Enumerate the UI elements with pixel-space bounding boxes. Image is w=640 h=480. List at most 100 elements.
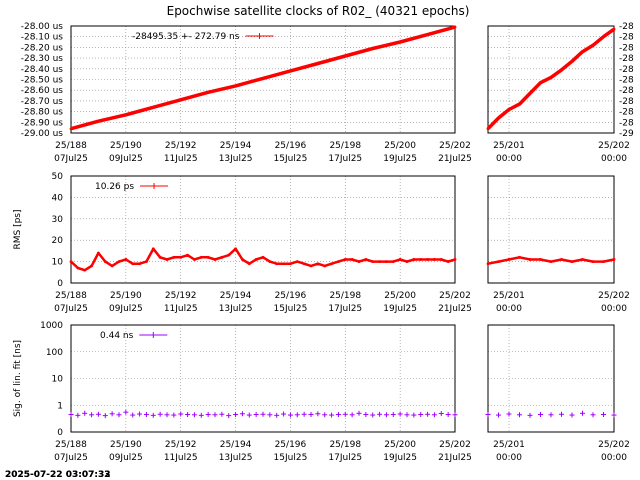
data-point <box>398 258 402 261</box>
data-point <box>581 50 584 54</box>
x-tick-sublabel: 09Jul25 <box>109 304 143 314</box>
data-point <box>612 27 616 31</box>
y-tick-label: 1000 <box>40 321 63 331</box>
data-point <box>138 262 141 266</box>
data-point <box>426 33 429 36</box>
data-point <box>398 40 402 44</box>
data-point <box>549 260 553 263</box>
x-tick-label: 25/202 <box>439 141 471 151</box>
data-point <box>496 412 501 418</box>
data-point <box>580 410 585 416</box>
x-tick-label: 25/200 <box>384 141 416 151</box>
x-tick-label: 25/202 <box>598 141 630 151</box>
data-point <box>316 62 320 65</box>
data-point <box>241 258 244 261</box>
data-point <box>570 59 574 63</box>
data-point <box>157 411 163 417</box>
x-tick-label: 25/200 <box>384 291 416 301</box>
data-point <box>268 260 272 263</box>
x-tick-sublabel: 07Jul25 <box>54 304 88 314</box>
data-point <box>165 258 169 261</box>
data-point <box>198 412 204 418</box>
panel-sig-zoom: 25/201 00:00 25/202 00:00 <box>485 324 630 463</box>
data-point <box>528 92 532 95</box>
data-point <box>602 35 605 39</box>
x-tick-label: 25/202 <box>598 291 630 301</box>
data-point <box>590 412 596 418</box>
data-point <box>281 411 287 417</box>
plot-frame <box>487 324 615 433</box>
data-point <box>179 255 183 259</box>
data-point <box>226 413 232 419</box>
data-point <box>301 411 307 417</box>
data-point <box>527 412 533 418</box>
panel-rms-main: 25/188 07Jul25 25/190 09Jul25 25/192 11Jul25 2… <box>13 172 472 314</box>
data-point <box>199 255 203 259</box>
data-point <box>89 412 95 418</box>
y-tick-label: 10 <box>52 375 64 385</box>
x-tick-label: 25/192 <box>165 141 197 151</box>
data-point <box>145 260 148 263</box>
data-point <box>227 253 231 257</box>
series-line <box>486 27 616 130</box>
x-tick-sublabel: 11Jul25 <box>164 304 198 314</box>
data-point <box>343 54 347 58</box>
y-tick-label: -28 <box>619 33 634 43</box>
data-point <box>343 258 347 261</box>
x-tick-sublabel: 13Jul25 <box>219 453 253 463</box>
x-tick-label: 25/202 <box>598 440 630 450</box>
y-axis-title: Sig. of lin. fit [ns] <box>13 340 23 417</box>
data-point <box>611 412 617 418</box>
x-tick-label: 25/194 <box>220 440 252 450</box>
x-tick-sublabel: 19Jul25 <box>383 154 417 164</box>
y-tick-label: 0 <box>57 428 63 438</box>
data-point <box>219 411 225 417</box>
data-point <box>150 412 156 418</box>
x-tick-sublabel: 15Jul25 <box>274 304 308 314</box>
data-point <box>178 411 184 417</box>
x-tick-sublabel: 15Jul25 <box>274 453 308 463</box>
data-point <box>569 412 575 418</box>
x-tick-sublabel: 13Jul25 <box>219 154 253 164</box>
data-point <box>506 411 512 417</box>
data-point <box>419 258 423 261</box>
y-tick-label: -28 <box>619 86 634 96</box>
data-point <box>158 255 162 259</box>
data-point <box>234 247 237 251</box>
x-tick-sublabel: 09Jul25 <box>109 453 143 463</box>
data-point <box>377 411 383 417</box>
plot-frame <box>487 25 615 134</box>
data-point <box>287 412 293 418</box>
y-tick-label: -28.30 us <box>21 54 64 64</box>
data-point <box>260 411 266 417</box>
y-tick-label: 1 <box>57 401 63 411</box>
x-tick-sublabel: 11Jul25 <box>164 453 198 463</box>
legend-label: 10.26 ps <box>95 182 134 192</box>
data-point <box>309 264 313 268</box>
timestamp: 2025-07-22 03:07:32 <box>5 470 110 480</box>
data-point <box>518 255 521 259</box>
x-tick-label: 25/200 <box>384 440 416 450</box>
data-point <box>295 260 299 263</box>
data-point <box>110 264 114 268</box>
x-tick-label: 25/192 <box>165 291 197 301</box>
data-point <box>151 105 155 109</box>
data-point <box>289 69 292 73</box>
x-tick-label: 25/202 <box>439 291 471 301</box>
y-tick-label: -28 <box>619 108 634 118</box>
data-point <box>308 412 314 418</box>
plot-frame <box>487 175 615 284</box>
x-tick-label: 25/188 <box>55 440 87 450</box>
x-tick-label: 25/190 <box>110 440 142 450</box>
y-tick-label: 20 <box>52 236 64 246</box>
data-point <box>102 413 108 419</box>
data-point <box>548 412 554 418</box>
data-point <box>69 127 73 131</box>
data-point <box>391 260 395 263</box>
x-tick-sublabel: 17Jul25 <box>328 453 362 463</box>
data-point <box>425 411 431 417</box>
chart-title: Epochwise satellite clocks of R02_ (4032… <box>167 4 470 18</box>
data-point <box>538 412 543 418</box>
panel-sig-main: 25/188 07Jul25 25/190 09Jul25 25/192 11Jul25 2… <box>13 321 472 463</box>
